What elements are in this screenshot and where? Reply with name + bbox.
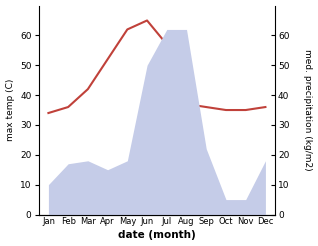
- Y-axis label: max temp (C): max temp (C): [5, 79, 15, 141]
- Y-axis label: med. precipitation (kg/m2): med. precipitation (kg/m2): [303, 49, 313, 171]
- X-axis label: date (month): date (month): [118, 231, 196, 240]
